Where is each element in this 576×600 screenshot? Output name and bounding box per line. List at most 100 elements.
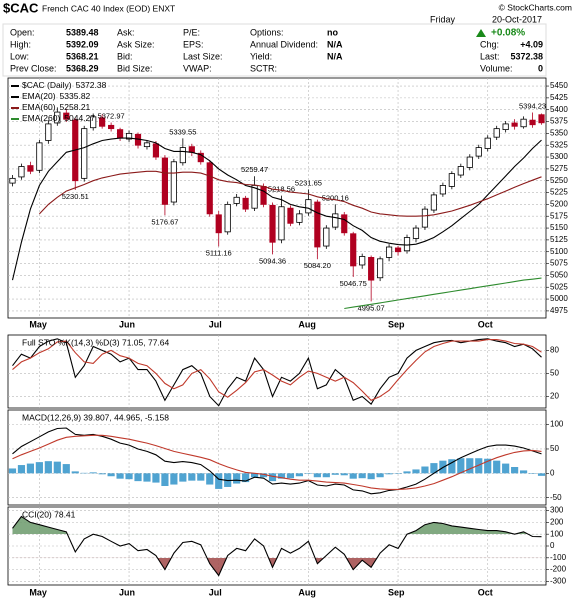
y-tick-label: 0 bbox=[550, 468, 555, 477]
quote-value: 0 bbox=[538, 63, 543, 73]
x-tick-label: Aug bbox=[298, 319, 316, 329]
x-tick-label: Jun bbox=[119, 319, 135, 329]
histogram-bar bbox=[358, 473, 366, 479]
histogram-bar bbox=[98, 473, 106, 475]
y-tick-label: -50 bbox=[550, 493, 562, 502]
histogram-bar bbox=[394, 473, 402, 474]
candle-body bbox=[368, 257, 375, 281]
series-line bbox=[12, 434, 542, 490]
y-tick-label: 50 bbox=[550, 369, 559, 378]
legend-value: 5258.21 bbox=[60, 102, 91, 112]
x-tick-label: Oct bbox=[478, 587, 493, 597]
series-line bbox=[12, 427, 542, 495]
legend-name: EMA(20) bbox=[22, 91, 56, 101]
x-tick-label: Jul bbox=[209, 587, 222, 597]
legend-entry: EMA(60) 5258.21 bbox=[22, 102, 91, 112]
candle-body bbox=[493, 128, 500, 138]
y-tick-label: 300 bbox=[550, 506, 564, 515]
series-line bbox=[11, 137, 542, 281]
histogram-bar bbox=[313, 473, 321, 478]
y-tick-label: 100 bbox=[550, 420, 564, 429]
y-tick-label: -300 bbox=[550, 577, 567, 586]
x-tick-label: Jun bbox=[119, 587, 135, 597]
quote-value: +4.09 bbox=[520, 39, 543, 49]
histogram-bar bbox=[528, 473, 537, 474]
low-annotation: 5111.16 bbox=[206, 248, 232, 257]
series-line bbox=[12, 515, 542, 577]
candle-body bbox=[466, 156, 473, 168]
quote-value: 5389.48 bbox=[66, 27, 99, 37]
histogram-bar bbox=[322, 473, 330, 478]
quote-label: Annual Dividend: bbox=[250, 39, 318, 49]
histogram-bar bbox=[125, 473, 133, 480]
candle-body bbox=[18, 166, 25, 178]
candle-body bbox=[170, 161, 177, 203]
quote-value: N/A bbox=[327, 39, 343, 49]
y-tick-label: 200 bbox=[550, 517, 564, 526]
quote-value: no bbox=[327, 27, 338, 37]
candle-body bbox=[412, 227, 420, 239]
candle-body bbox=[161, 157, 169, 205]
low-annotation: 5094.36 bbox=[259, 256, 286, 265]
panel-title: Full STO %K(14,3) %D(3) 71.05, 77.64 bbox=[22, 337, 170, 347]
histogram-bar bbox=[62, 464, 70, 474]
histogram-bar bbox=[188, 473, 196, 481]
candle-body bbox=[269, 204, 276, 243]
histogram-bar bbox=[71, 471, 79, 474]
candle-body bbox=[233, 196, 240, 204]
x-tick-label: Sep bbox=[388, 319, 405, 329]
candle-body bbox=[197, 152, 204, 163]
histogram-bar bbox=[242, 473, 250, 483]
y-tick-label: 5025 bbox=[550, 282, 568, 291]
histogram-bar bbox=[466, 458, 474, 474]
quote-label: Low: bbox=[10, 51, 29, 61]
histogram-bar bbox=[537, 473, 546, 476]
quote-label: Chg: bbox=[480, 39, 499, 49]
y-tick-label: 5000 bbox=[550, 294, 568, 303]
histogram-bar bbox=[80, 472, 88, 474]
y-tick-label: 5125 bbox=[550, 235, 568, 244]
candle-body bbox=[99, 117, 106, 127]
y-tick-label: 4975 bbox=[550, 306, 568, 315]
high-annotation: 5231.65 bbox=[295, 178, 322, 187]
quote-label: VWAP: bbox=[183, 63, 212, 73]
quote-label: Ask: bbox=[117, 27, 135, 37]
candle-body bbox=[385, 246, 393, 258]
y-tick-label: 5175 bbox=[550, 211, 568, 220]
legend-name: EMA(260) bbox=[22, 113, 60, 123]
candle-body bbox=[125, 132, 133, 140]
y-tick-label: 5075 bbox=[550, 259, 568, 268]
candle-body bbox=[260, 186, 267, 205]
candle-body bbox=[116, 129, 124, 139]
candle-body bbox=[278, 206, 285, 241]
histogram-bar bbox=[259, 473, 268, 478]
high-annotation: 5218.56 bbox=[268, 185, 295, 194]
candle-body bbox=[421, 208, 429, 228]
histogram-bar bbox=[53, 461, 61, 474]
x-tick-label: Oct bbox=[478, 319, 493, 329]
candle-body bbox=[394, 247, 402, 253]
y-tick-label: 5250 bbox=[550, 176, 568, 185]
candle-body bbox=[439, 185, 446, 195]
legend-value: 5335.82 bbox=[60, 91, 91, 101]
legend-value: 5372.38 bbox=[76, 80, 107, 90]
series-line bbox=[12, 339, 542, 401]
candle-body bbox=[323, 227, 330, 247]
histogram-bar bbox=[304, 473, 312, 474]
candle-body bbox=[529, 119, 536, 126]
histogram-bar bbox=[134, 473, 142, 482]
quote-label: Bid Size: bbox=[117, 63, 153, 73]
quote-label: Options: bbox=[250, 27, 284, 37]
y-tick-label: 5100 bbox=[550, 247, 568, 256]
candle-body bbox=[314, 201, 321, 248]
histogram-bar bbox=[331, 473, 339, 475]
low-annotation: 5176.67 bbox=[151, 217, 178, 226]
histogram-bar bbox=[152, 473, 160, 483]
y-tick-label: 20 bbox=[550, 392, 559, 401]
candle-body bbox=[403, 237, 411, 252]
shade-above bbox=[12, 516, 529, 535]
candle-body bbox=[242, 197, 249, 210]
histogram-bar bbox=[44, 461, 52, 474]
histogram-bar bbox=[170, 473, 178, 485]
shade-below bbox=[157, 557, 378, 576]
